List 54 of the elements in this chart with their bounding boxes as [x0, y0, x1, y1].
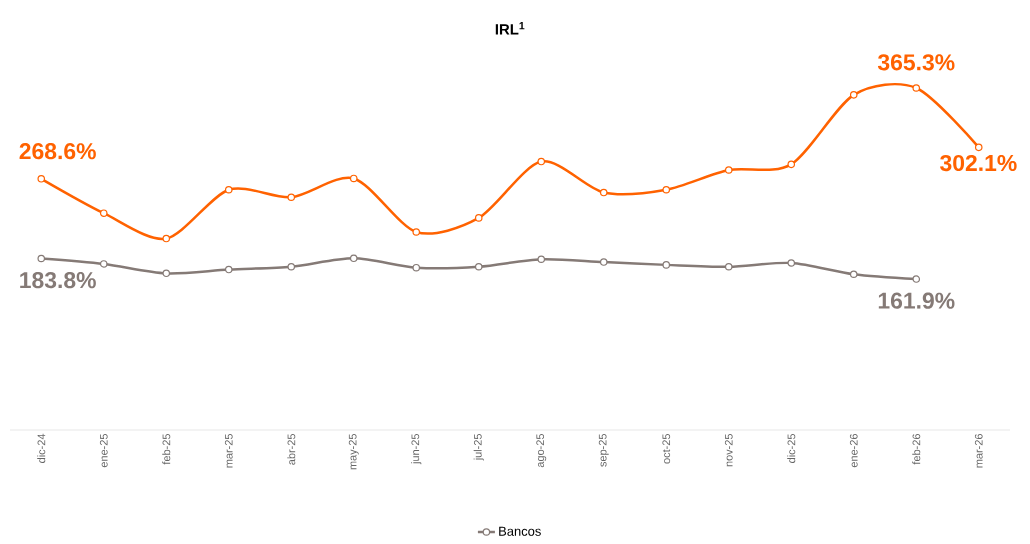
- point: [662, 261, 671, 269]
- legend-label: Bancos: [499, 526, 541, 536]
- point: [912, 275, 921, 283]
- x-tick-label: may-25: [348, 434, 359, 470]
- point: [662, 185, 671, 194]
- point: [849, 91, 858, 99]
- point: [412, 263, 421, 272]
- x-tick-label: jun-25: [411, 434, 422, 465]
- x-tick-label: ago-25: [536, 434, 547, 468]
- point: [99, 209, 108, 217]
- x-tick-label: mar-25: [224, 434, 233, 468]
- point: [537, 255, 546, 264]
- point: [974, 143, 983, 152]
- point: [287, 193, 296, 202]
- point: [162, 234, 171, 243]
- x-tick-label: feb-25: [162, 433, 171, 465]
- point: [349, 254, 358, 263]
- point: [724, 166, 733, 174]
- point: [474, 262, 483, 271]
- x-tick-label: nov-25: [724, 434, 733, 467]
- data-label: 268.6%: [19, 143, 96, 160]
- point: [287, 262, 296, 271]
- x-tick-label: feb-26: [912, 434, 921, 465]
- point: [224, 265, 233, 274]
- x-tick-label: ene-26: [849, 434, 858, 468]
- x-tick-label: oct-25: [662, 433, 671, 464]
- point: [599, 188, 608, 197]
- data-label: 365.3%: [877, 54, 955, 71]
- point: [787, 160, 796, 169]
- point: [162, 269, 171, 278]
- point: [349, 174, 358, 183]
- point: [849, 270, 858, 279]
- x-tick-label: dic-24: [37, 433, 46, 463]
- x-tick-label: mar-26: [974, 434, 983, 468]
- data-label: 183.8%: [20, 272, 96, 289]
- x-tick-label: ene-25: [99, 434, 108, 468]
- point: [37, 254, 46, 263]
- point: [912, 84, 921, 92]
- point: [37, 175, 46, 183]
- x-tick-label: abr-25: [287, 434, 296, 465]
- x-tick-label: jul-25: [473, 434, 484, 461]
- x-tick-label: sep-25: [598, 434, 609, 467]
- point: [224, 185, 233, 194]
- chart-title: IRL$^{1}$: [495, 22, 525, 35]
- point: [99, 260, 108, 268]
- data-label: 302.1%: [940, 154, 1017, 172]
- point: [412, 228, 421, 236]
- point: [537, 157, 546, 166]
- x-tick-label: dic-25: [787, 434, 796, 463]
- point: [599, 258, 608, 266]
- point: [787, 259, 796, 267]
- point: [724, 262, 733, 271]
- data-label: 161.9%: [878, 292, 955, 309]
- point: [474, 214, 483, 222]
